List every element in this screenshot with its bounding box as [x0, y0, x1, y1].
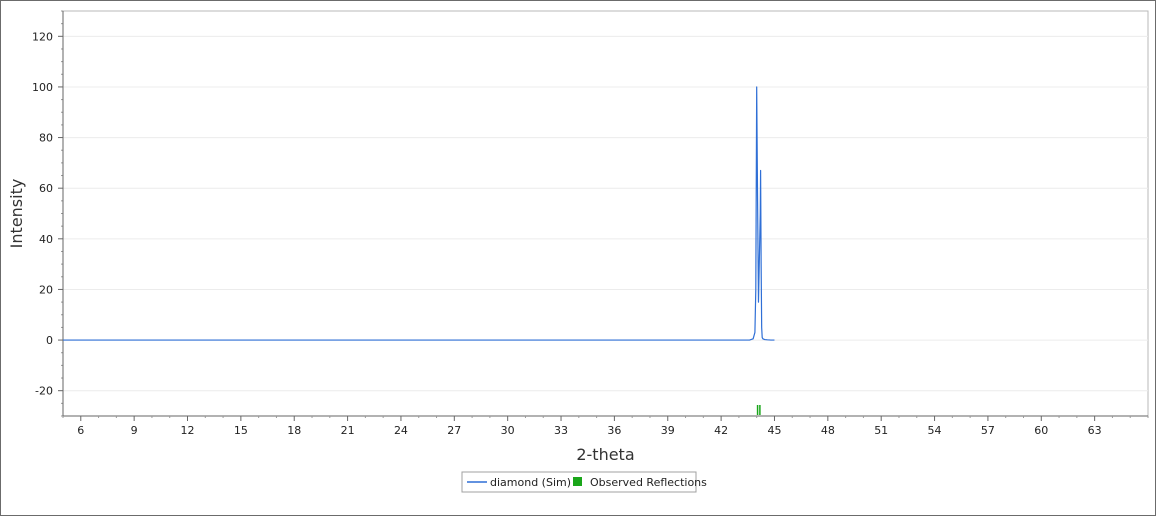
series-line-diamond: [63, 86, 775, 341]
x-tick-label: 9: [131, 424, 138, 437]
x-tick-label: 57: [981, 424, 995, 437]
x-tick-label: 12: [181, 424, 195, 437]
x-tick-label: 48: [821, 424, 835, 437]
x-tick-label: 33: [554, 424, 568, 437]
y-tick-label: 20: [39, 283, 53, 296]
y-tick-label: 80: [39, 132, 53, 145]
x-tick-label: 30: [501, 424, 515, 437]
y-tick-label: 0: [46, 334, 53, 347]
x-tick-label: 45: [767, 424, 781, 437]
x-axis-title: 2-theta: [576, 445, 634, 464]
series-layer: [63, 86, 775, 341]
x-tick-label: 39: [661, 424, 675, 437]
observed-reflections-layer: [756, 405, 761, 415]
y-tick-label: 40: [39, 233, 53, 246]
y-tick-label: 100: [32, 81, 53, 94]
legend: diamond (Sim) Observed Reflections: [461, 471, 707, 493]
x-tick-label: 54: [928, 424, 942, 437]
y-tick-label: 120: [32, 30, 53, 43]
y-axis-title: Intensity: [7, 179, 26, 249]
y-axis: -20 0 20 40 60 80 100 120: [32, 10, 64, 417]
x-axis: 6 9 12 15 18 21 24 27 30 33 36 39 42 45 48 51 54 57 60 63: [62, 415, 1149, 437]
x-tick-label: 42: [714, 424, 728, 437]
x-tick-label: 24: [394, 424, 408, 437]
x-tick-label: 18: [287, 424, 301, 437]
x-tick-label: 15: [234, 424, 248, 437]
x-tick-label: 51: [874, 424, 888, 437]
x-tick-label: 60: [1034, 424, 1048, 437]
x-tick-label: 6: [77, 424, 84, 437]
legend-label-observed-reflections: Observed Reflections: [590, 476, 707, 489]
y-tick-label: -20: [35, 385, 53, 398]
legend-label-diamond: diamond (Sim): [490, 476, 571, 489]
x-tick-label: 36: [607, 424, 621, 437]
x-tick-label: 21: [341, 424, 355, 437]
x-tick-label: 63: [1088, 424, 1102, 437]
y-tick-label: 60: [39, 182, 53, 195]
x-tick-label: 27: [447, 424, 461, 437]
plot-area: [62, 10, 1149, 417]
legend-swatch-observed-reflections: [573, 477, 582, 486]
